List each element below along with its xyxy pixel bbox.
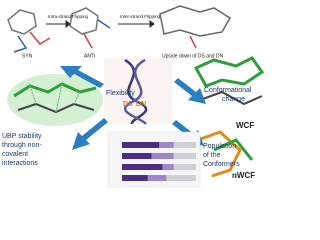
population-segment	[147, 175, 167, 181]
population-segment	[173, 142, 196, 148]
population-segment	[173, 164, 196, 170]
dna-helix	[104, 58, 172, 125]
wcf-molecule	[193, 56, 265, 178]
population-segment	[122, 164, 163, 170]
population-segment	[122, 153, 152, 159]
flexibility-label: Flexibility	[106, 90, 135, 97]
inter-label: Inter-strand Flipping	[120, 14, 161, 19]
ubp-label: through non-	[2, 142, 42, 149]
population-segment	[122, 175, 148, 181]
intra-label: Intra-strand Flipping	[48, 14, 89, 19]
population-segment	[151, 153, 174, 159]
syn-label: SYN	[22, 53, 33, 59]
upside-label: Upside down of DS and DN	[162, 53, 224, 59]
anti-label: ANTI	[84, 53, 95, 59]
conformational-label: change	[222, 96, 245, 103]
population-label: Conformers	[203, 161, 240, 168]
population-segment	[162, 164, 174, 170]
population-chart	[107, 131, 201, 188]
syn-molecule	[7, 9, 51, 53]
ubp-label: covalent	[2, 151, 28, 158]
population-segment	[166, 175, 196, 181]
population-label: of the	[203, 152, 221, 159]
population-segment	[159, 142, 174, 148]
ds-label: DS	[123, 101, 133, 108]
population-segment	[173, 153, 196, 159]
upside-molecule	[159, 5, 232, 49]
conformational-label: Conformational	[204, 87, 252, 94]
ubp-molecule	[7, 74, 103, 126]
anti-molecule	[69, 7, 111, 49]
ubp-label: interactions	[2, 160, 38, 167]
nwcf-label: nWCF	[232, 171, 255, 180]
ubp-label: UBP stability	[2, 133, 42, 140]
dn-label: DN	[136, 101, 146, 108]
wcf-label: WCF	[236, 121, 254, 130]
population-label: Population	[203, 143, 236, 150]
population-segment	[122, 142, 159, 148]
graphical-abstract: Intra-strand Flipping Inter-strand Flipp…	[2, 5, 265, 188]
flip-arrows	[46, 20, 155, 28]
